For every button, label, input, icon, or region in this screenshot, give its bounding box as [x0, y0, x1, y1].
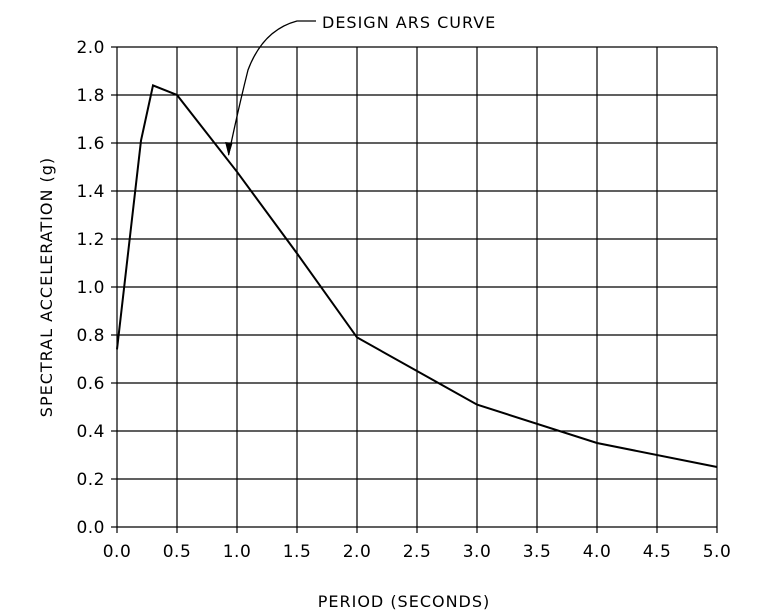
- x-tick-label: 4.5: [643, 542, 672, 562]
- design-ars-curve-line: [116, 84, 718, 468]
- y-tick-label: 0.0: [76, 518, 105, 538]
- annotation-label: DESIGN ARS CURVE: [322, 13, 496, 32]
- x-tick-label: 3.0: [463, 542, 492, 562]
- series-layer: [116, 84, 718, 468]
- y-tick-label: 2.0: [76, 38, 105, 58]
- x-tick-label: 2.0: [343, 542, 372, 562]
- annotation-leader-line: [227, 20, 316, 156]
- x-tick-label: 5.0: [703, 542, 732, 562]
- y-tick-label: 1.4: [76, 182, 105, 202]
- y-tick-label: 0.6: [76, 374, 105, 394]
- y-tick-label: 0.8: [76, 326, 105, 346]
- annotation-arrowhead: [225, 142, 233, 156]
- y-tick-label: 1.6: [76, 134, 105, 154]
- y-tick-label: 1.0: [76, 278, 105, 298]
- x-axis-title: PERIOD (SECONDS): [318, 592, 491, 611]
- y-axis-title: SPECTRAL ACCELERATION (g): [37, 157, 56, 417]
- x-tick-label: 2.5: [403, 542, 432, 562]
- x-tick-label: 1.0: [223, 542, 252, 562]
- y-tick-label: 0.2: [76, 470, 105, 490]
- x-tick-label: 3.5: [523, 542, 552, 562]
- y-tick-label: 1.8: [76, 86, 105, 106]
- x-tick-label: 0.0: [103, 542, 132, 562]
- x-tick-labels: 0.0 0.5 1.0 1.5 2.0 2.5 3.0 3.5 4.0 4.5 5.0: [103, 542, 732, 562]
- y-tick-labels: 0.0 0.2 0.4 0.6 0.8 1.0 1.2 1.4 1.6 1.8 2.0: [76, 38, 105, 538]
- annotation-layer: DESIGN ARS CURVE: [225, 13, 496, 156]
- x-tick-label: 1.5: [283, 542, 312, 562]
- y-tick-label: 0.4: [76, 422, 105, 442]
- x-tick-label: 0.5: [163, 542, 192, 562]
- x-tick-label: 4.0: [583, 542, 612, 562]
- grid-layer: [111, 46, 718, 533]
- y-tick-label: 1.2: [76, 230, 105, 250]
